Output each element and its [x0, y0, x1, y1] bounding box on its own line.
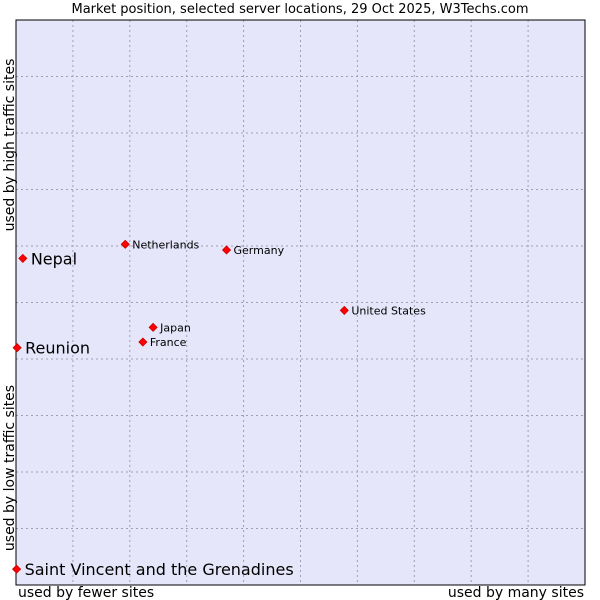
point-nepal: [18, 253, 28, 263]
point-reunion: [12, 343, 22, 353]
point-label-japan: Japan: [159, 321, 191, 334]
point-label-germany: Germany: [234, 244, 285, 257]
x-axis-label-left: used by fewer sites: [18, 585, 154, 600]
x-axis-label-right: used by many sites: [448, 585, 584, 600]
data-points: Netherlands Germany United States Japan Fran…: [12, 238, 426, 579]
point-label-nepal: Nepal: [31, 249, 77, 268]
point-netherlands: [120, 239, 130, 249]
point-label-netherlands: Netherlands: [132, 238, 199, 251]
grid-lines: [16, 20, 585, 585]
point-label-reunion: Reunion: [25, 339, 90, 358]
plot-border: [15, 19, 586, 586]
point-label-saint-vincent-and-the-grenadines: Saint Vincent and the Grenadines: [25, 560, 294, 579]
point-germany: [221, 245, 232, 255]
point-japan: [148, 322, 158, 332]
point-saint-vincent-and-the-grenadines: [12, 564, 22, 574]
point-label-united-states: United States: [351, 304, 426, 317]
point-united-states: [339, 305, 349, 315]
point-label-france: France: [150, 336, 187, 349]
point-france: [138, 337, 148, 347]
chart-title: Market position, selected server locatio…: [71, 2, 528, 17]
y-axis-label-bottom: used by low traffic sites: [2, 385, 18, 551]
y-axis-label-top: used by high traffic sites: [2, 59, 18, 232]
